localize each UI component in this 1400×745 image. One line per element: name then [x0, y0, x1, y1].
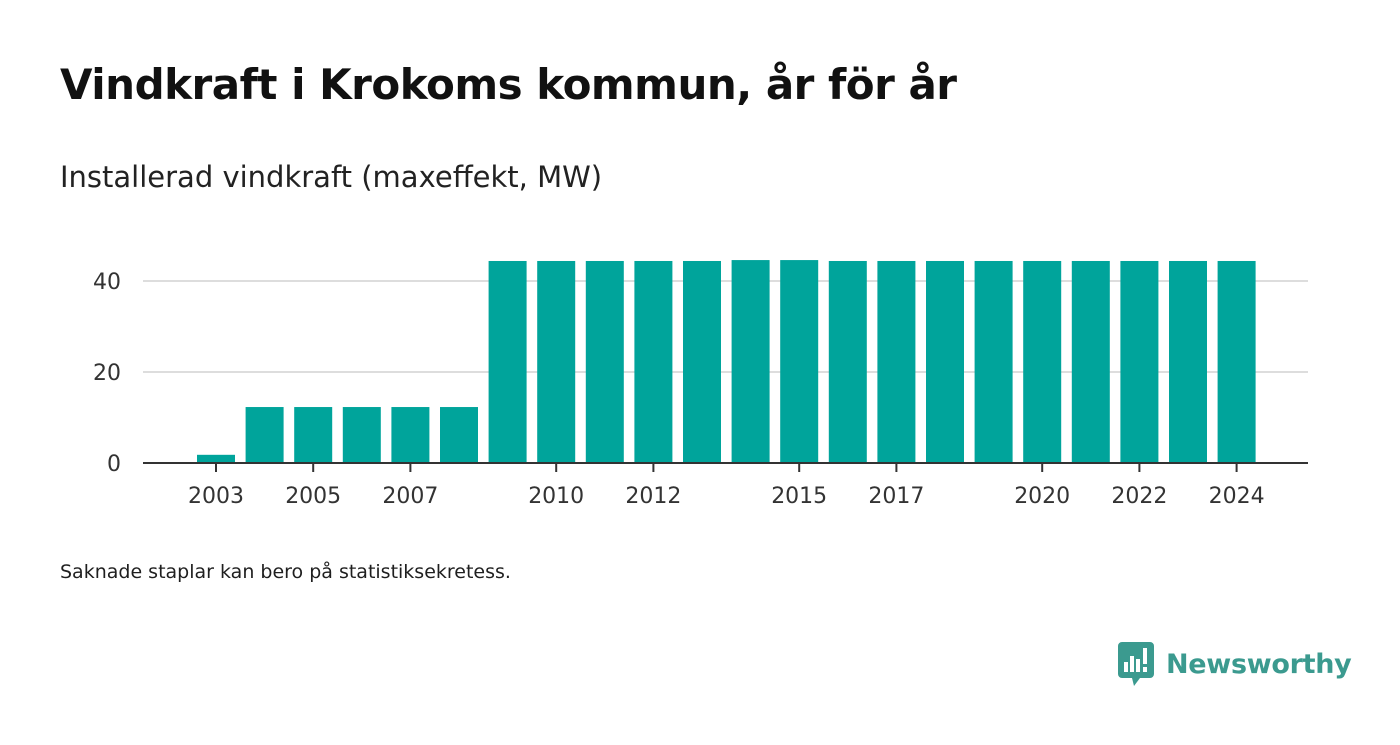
- bar: [440, 407, 478, 463]
- bar: [1169, 260, 1207, 463]
- x-tick-label: 2024: [1209, 484, 1265, 509]
- bar: [828, 260, 867, 463]
- bar: [294, 407, 333, 463]
- bar: [731, 260, 770, 463]
- bar: [683, 260, 721, 463]
- bar-chart: 0 20 40 2003 2005 2007 2010 2012 2015 2017 2020 202…: [93, 260, 1308, 509]
- y-tick-label: 20: [93, 361, 121, 386]
- brand-name: Newsworthy: [1166, 648, 1352, 680]
- bar: [488, 260, 527, 463]
- y-tick-label: 0: [107, 452, 121, 477]
- x-tick-label: 2022: [1111, 484, 1167, 509]
- footnote: Saknade staplar kan bero på statistiksek…: [60, 561, 511, 583]
- bar: [1023, 260, 1062, 463]
- bar: [974, 260, 1013, 463]
- bar: [1120, 260, 1159, 463]
- bar: [926, 260, 964, 463]
- x-tick-label: 2007: [382, 484, 438, 509]
- bar: [1217, 260, 1256, 463]
- chart-title: Vindkraft i Krokoms kommun, år för år: [60, 60, 957, 109]
- bar: [537, 260, 576, 463]
- chart-subtitle: Installerad vindkraft (maxeffekt, MW): [60, 160, 603, 194]
- bar: [197, 454, 235, 463]
- x-tick-label: 2010: [528, 484, 584, 509]
- x-tick-label: 2012: [625, 484, 681, 509]
- brand-logo[interactable]: Newsworthy: [1118, 641, 1352, 687]
- bar: [342, 407, 381, 463]
- bar: [585, 260, 624, 463]
- x-tick-label: 2003: [188, 484, 244, 509]
- x-tick-label: 2005: [285, 484, 341, 509]
- x-tick-label: 2020: [1014, 484, 1070, 509]
- y-tick-label: 40: [93, 270, 121, 295]
- bar: [245, 407, 284, 463]
- bar: [391, 407, 430, 463]
- x-tick-label: 2017: [868, 484, 924, 509]
- bar: [780, 260, 819, 463]
- x-tick-label: 2015: [771, 484, 827, 509]
- bar: [1071, 260, 1110, 463]
- newsworthy-logo-icon: [1118, 642, 1154, 686]
- bar: [877, 260, 916, 463]
- bar: [634, 260, 673, 463]
